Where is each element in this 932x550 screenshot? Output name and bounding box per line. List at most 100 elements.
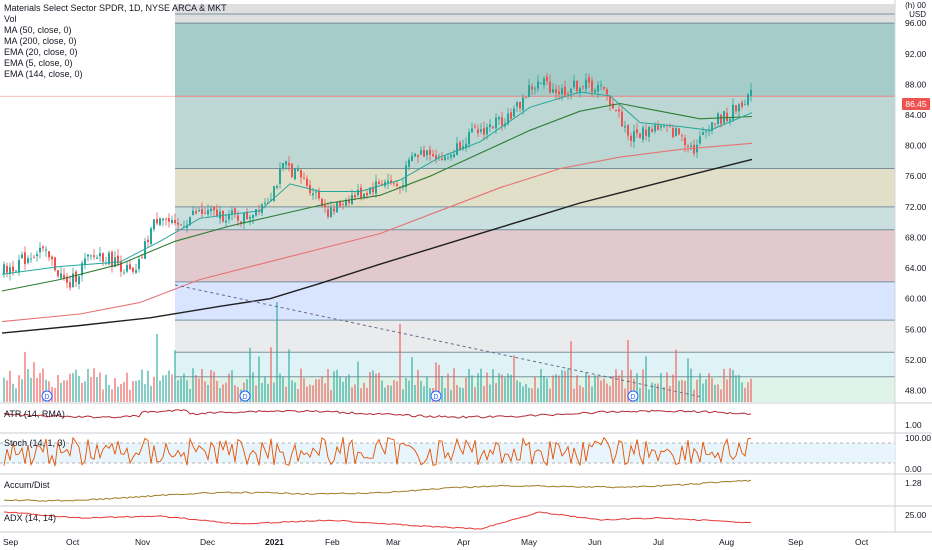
candle-body (288, 162, 290, 166)
volume-bar (567, 368, 569, 402)
volume-bar (192, 368, 194, 402)
volume-bar (726, 379, 728, 402)
fib-band (175, 23, 895, 97)
candle-body (741, 102, 743, 107)
volume-bar (594, 375, 596, 402)
volume-bar (399, 324, 401, 402)
volume-bar (522, 386, 524, 402)
accum-tick-label: 1.28 (905, 478, 922, 488)
candle-body (447, 157, 449, 159)
volume-bar (576, 375, 578, 402)
volume-bar (417, 370, 419, 402)
candle-body (252, 215, 254, 219)
volume-bar (363, 382, 365, 402)
volume-bar (138, 380, 140, 402)
volume-bar (342, 381, 344, 402)
time-axis-label: Sep (3, 537, 18, 547)
volume-bar (42, 368, 44, 402)
volume-bar (228, 373, 230, 402)
candle-body (687, 146, 689, 148)
adx-pane-label[interactable]: ADX (14, 14) (4, 513, 57, 523)
volume-bar (195, 375, 197, 402)
candle-body (135, 270, 137, 273)
candle-body (156, 219, 158, 224)
candle-body (531, 86, 533, 90)
legend-item-ma50[interactable]: MA (50, close, 0) (4, 25, 72, 35)
volume-bar (135, 380, 137, 402)
volume-bar (621, 370, 623, 402)
accum-pane-label[interactable]: Accum/Dist (4, 480, 50, 490)
volume-bar (207, 384, 209, 402)
volume-bar (333, 371, 335, 402)
volume-bar (474, 387, 476, 402)
candle-body (366, 193, 368, 196)
volume-bar (147, 370, 149, 402)
candle-body (480, 129, 482, 132)
candle-body (630, 135, 632, 141)
volume-bar (708, 373, 710, 402)
candle-body (306, 178, 308, 186)
candle-body (357, 189, 359, 196)
volume-bar (66, 380, 68, 402)
volume-bar (129, 389, 131, 402)
volume-bar (288, 349, 290, 402)
volume-bar (393, 380, 395, 402)
volume-bar (405, 377, 407, 402)
candle-body (360, 187, 362, 198)
symbol-title[interactable]: Materials Select Sector SPDR, 1D, NYSE A… (4, 3, 227, 13)
candle-body (222, 210, 224, 222)
time-axis-label: Apr (457, 537, 470, 547)
candle-body (600, 84, 602, 86)
volume-bar (483, 386, 485, 402)
candle-body (66, 276, 68, 283)
candle-body (522, 97, 524, 111)
candle-body (144, 241, 146, 259)
legend-item-ema5[interactable]: EMA (5, close, 0) (4, 58, 73, 68)
candle-body (315, 191, 317, 193)
volume-bar (15, 388, 17, 402)
legend-item-ema20[interactable]: EMA (20, close, 0) (4, 47, 78, 57)
candle-body (609, 96, 611, 106)
legend-item-vol[interactable]: Vol (4, 14, 17, 24)
volume-bar (513, 355, 515, 402)
volume-bar (750, 378, 752, 402)
candle-body (513, 108, 515, 117)
candle-body (150, 228, 152, 244)
volume-bar (108, 384, 110, 402)
stoch-tick-high: 100.00 (905, 433, 931, 443)
legend-item-ema144[interactable]: EMA (144, close, 0) (4, 69, 83, 79)
dividend-marker-label: D (433, 394, 438, 401)
candle-body (420, 150, 422, 155)
candle-body (387, 180, 389, 183)
volume-bar (183, 373, 185, 402)
stoch-pane-label[interactable]: Stoch (14, 1, 3) (4, 438, 66, 448)
legend-item-ma200[interactable]: MA (200, close, 0) (4, 36, 77, 46)
dividend-marker-icon (41, 390, 53, 402)
price-axis-unit[interactable]: (h) 00 USD (905, 1, 926, 19)
candle-body (693, 144, 695, 154)
candle-body (585, 79, 587, 89)
volume-bar (309, 384, 311, 402)
volume-bar (210, 370, 212, 402)
volume-bar (606, 383, 608, 402)
volume-bar (174, 350, 176, 402)
candle-body (69, 282, 71, 288)
volume-bar (441, 376, 443, 402)
volume-bar (249, 347, 251, 402)
volume-bar (9, 370, 11, 402)
volume-bar (336, 369, 338, 402)
candle-body (729, 118, 731, 121)
ema20-line (1, 91, 753, 275)
fib-band (175, 206, 895, 230)
volume-bar (690, 368, 692, 402)
candle-body (612, 103, 614, 109)
volume-bar (453, 368, 455, 402)
volume-bar (609, 386, 611, 402)
atr-pane-label[interactable]: ATR (14, RMA) (4, 409, 65, 419)
dividend-marker-label: D (630, 394, 635, 401)
stoch-line (3, 436, 752, 467)
candle-body (576, 81, 578, 92)
candle-body (426, 150, 428, 156)
